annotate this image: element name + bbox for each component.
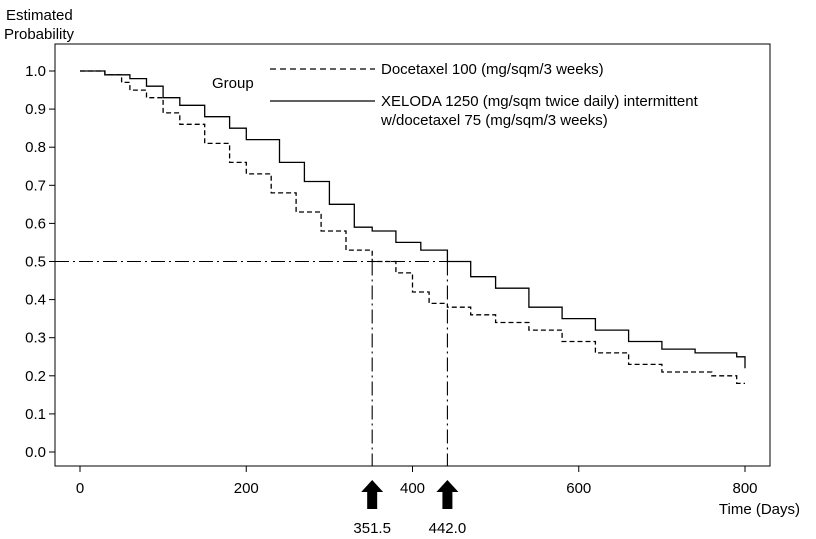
y-tick-label: 0.1 [25, 406, 46, 423]
y-tick-label: 0.9 [25, 101, 46, 118]
y-tick-label: 1.0 [25, 63, 46, 80]
x-tick-label: 600 [566, 480, 591, 497]
y-tick-label: 0.0 [25, 444, 46, 461]
legend-title: Group [212, 75, 254, 92]
y-tick-label: 0.6 [25, 215, 46, 232]
y-tick-label: 0.3 [25, 330, 46, 347]
legend-label-xeloda-line1: XELODA 1250 (mg/sqm twice daily) intermi… [381, 93, 699, 110]
median-label: 351.5 [353, 520, 391, 537]
series-line-docetaxel [80, 70, 745, 385]
y-axis-title-line2: Probability [4, 26, 75, 43]
median-arrow [361, 480, 384, 509]
series-layer [80, 70, 746, 385]
legend: Group Docetaxel 100 (mg/sqm/3 weeks) XEL… [212, 61, 699, 129]
x-tick-label: 400 [400, 480, 425, 497]
y-axis: 0.0 0.1 0.2 0.3 0.4 0.5 0.6 0.7 0.8 0.9 1.0 [25, 63, 55, 461]
median-markers: 351.5 442.0 [353, 480, 466, 537]
legend-label-docetaxel: Docetaxel 100 (mg/sqm/3 weeks) [381, 61, 604, 78]
y-tick-label: 0.2 [25, 368, 46, 385]
series-line-xeloda [80, 70, 746, 369]
y-axis-title-line1: Estimated [6, 7, 73, 24]
x-tick-label: 0 [76, 480, 84, 497]
y-tick-label: 0.8 [25, 139, 46, 156]
median-arrow [436, 480, 459, 509]
x-axis: 0 200 400 600 800 [76, 466, 758, 497]
y-tick-label: 0.5 [25, 254, 46, 271]
median-label: 442.0 [429, 520, 467, 537]
x-axis-title: Time (Days) [719, 501, 800, 518]
y-tick-label: 0.4 [25, 292, 46, 309]
y-tick-label: 0.7 [25, 177, 46, 194]
median-reference-lines [55, 260, 448, 466]
x-tick-label: 800 [732, 480, 757, 497]
legend-label-xeloda-line2: w/docetaxel 75 (mg/sqm/3 weeks) [380, 112, 608, 129]
x-tick-label: 200 [234, 480, 259, 497]
